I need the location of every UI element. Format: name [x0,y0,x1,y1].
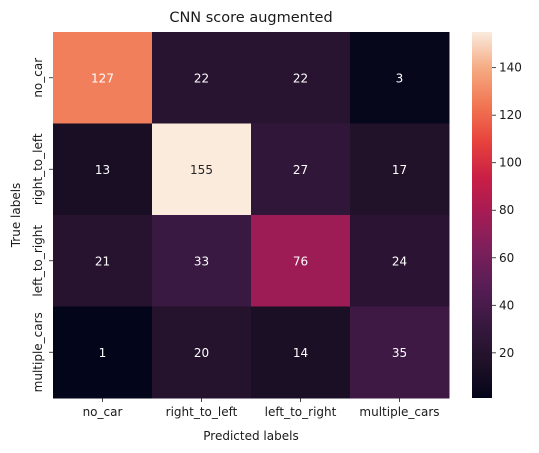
colorbar-tick-label: 20 [499,346,514,360]
x-axis-label: Predicted labels [203,429,298,443]
heatmap-cell [251,123,351,216]
cell-value-label: 22 [194,71,209,85]
x-tick-label: no_car [83,405,123,419]
colorbar-tick-label: 80 [499,203,514,217]
heatmap-cell [53,215,153,307]
heatmap-cells [53,32,450,399]
y-tick-label: right_to_left [31,133,45,205]
x-tick-label: left_to_right [265,405,337,419]
cell-value-label: 127 [91,71,114,85]
heatmap-cell [152,306,252,399]
heatmap-cell [350,215,450,307]
y-tick-label: multiple_cars [31,312,45,392]
colorbar-tick-label: 40 [499,298,514,312]
heatmap-cell [152,123,252,216]
colorbar-tick-label: 60 [499,251,514,265]
heatmap-cell [53,32,153,124]
cell-value-label: 1 [99,346,107,360]
heatmap-cell [350,123,450,216]
colorbar-axis: 20 40 60 80 100 120 140 [492,61,522,360]
cell-value-label: 17 [392,163,407,177]
cell-value-label: 20 [194,346,209,360]
cell-value-label: 24 [392,254,407,268]
cell-value-label: 3 [396,71,404,85]
heatmap-cell [152,215,252,307]
cell-value-label: 33 [194,254,209,268]
heatmap-cell [251,306,351,399]
heatmap-cell [350,32,450,124]
y-tick-label: left_to_right [31,225,45,297]
x-axis: no_car right_to_left left_to_right multiple… [83,398,440,419]
colorbar-tick-label: 100 [499,156,522,170]
chart-title: CNN score augmented [169,10,332,26]
cell-value-label: 155 [190,163,213,177]
heatmap-cell-labels: 127 22 22 3 13 155 27 17 21 33 76 24 1 20 14 35 [91,71,407,360]
x-tick-label: right_to_left [166,405,238,419]
cell-value-label: 22 [293,71,308,85]
y-axis-label: True labels [9,183,23,249]
heatmap-cell [251,215,351,307]
colorbar-tick-label: 120 [499,108,522,122]
heatmap-cell [251,32,351,124]
y-tick-label: no_car [31,58,45,98]
colorbar [472,32,492,398]
cell-value-label: 14 [293,346,308,360]
heatmap-cell [152,32,252,124]
cell-value-label: 35 [392,346,407,360]
cell-value-label: 13 [95,163,110,177]
y-axis: no_car right_to_left left_to_right multiple… [31,58,53,392]
cell-value-label: 76 [293,254,308,268]
x-tick-label: multiple_cars [359,405,439,419]
colorbar-tick-label: 140 [499,61,522,75]
heatmap-cell [350,306,450,399]
cell-value-label: 21 [95,254,110,268]
heatmap-cell [53,123,153,216]
cell-value-label: 27 [293,163,308,177]
heatmap-cell [53,306,153,399]
